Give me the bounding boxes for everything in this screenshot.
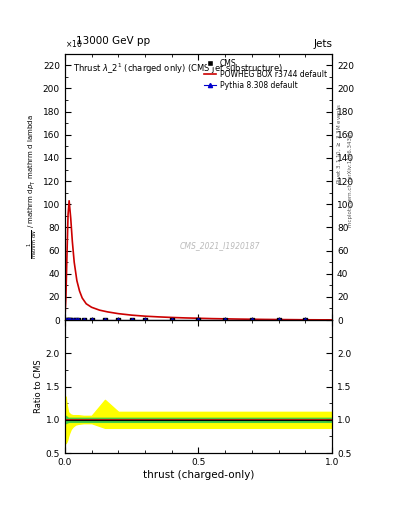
Text: Rivet 3.1.10, $\geq$ 3.3M events: Rivet 3.1.10, $\geq$ 3.3M events [336, 103, 343, 184]
Y-axis label: Ratio to CMS: Ratio to CMS [34, 360, 43, 413]
Point [249, 316, 255, 324]
Point [88, 316, 95, 324]
Point [67, 316, 73, 324]
Point [142, 316, 148, 324]
Point [64, 316, 71, 324]
Point [75, 316, 81, 324]
Text: $\times$10: $\times$10 [65, 38, 83, 49]
Legend: CMS, POWHEG BOX r3744 default, Pythia 8.308 default: CMS, POWHEG BOX r3744 default, Pythia 8.… [203, 57, 328, 92]
Point [66, 316, 72, 324]
Point [129, 316, 135, 324]
Point [195, 316, 202, 324]
Point [102, 316, 108, 324]
Point [222, 316, 228, 324]
Text: mcplots.cern.ch [arXiv:1306.3436]: mcplots.cern.ch [arXiv:1306.3436] [348, 132, 353, 227]
Text: 13000 GeV pp: 13000 GeV pp [76, 36, 150, 46]
Text: CMS_2021_I1920187: CMS_2021_I1920187 [180, 241, 260, 250]
Point [302, 316, 309, 324]
Text: Thrust $\lambda$_2$^1$ (charged only) (CMS jet substructure): Thrust $\lambda$_2$^1$ (charged only) (C… [73, 62, 283, 76]
Point [115, 316, 121, 324]
Point [72, 316, 79, 324]
X-axis label: thrust (charged-only): thrust (charged-only) [143, 470, 254, 480]
Point [169, 316, 175, 324]
Point [63, 316, 69, 324]
Y-axis label: $\frac{1}{\mathrm{mathrm\ d}N}$ / $\mathrm{mathrm\ d}p_\mathrm{T}\ \mathrm{mathr: $\frac{1}{\mathrm{mathrm\ d}N}$ / $\math… [26, 115, 40, 259]
Text: Jets: Jets [313, 38, 332, 49]
Point [70, 316, 76, 324]
Point [81, 316, 87, 324]
Point [275, 316, 282, 324]
